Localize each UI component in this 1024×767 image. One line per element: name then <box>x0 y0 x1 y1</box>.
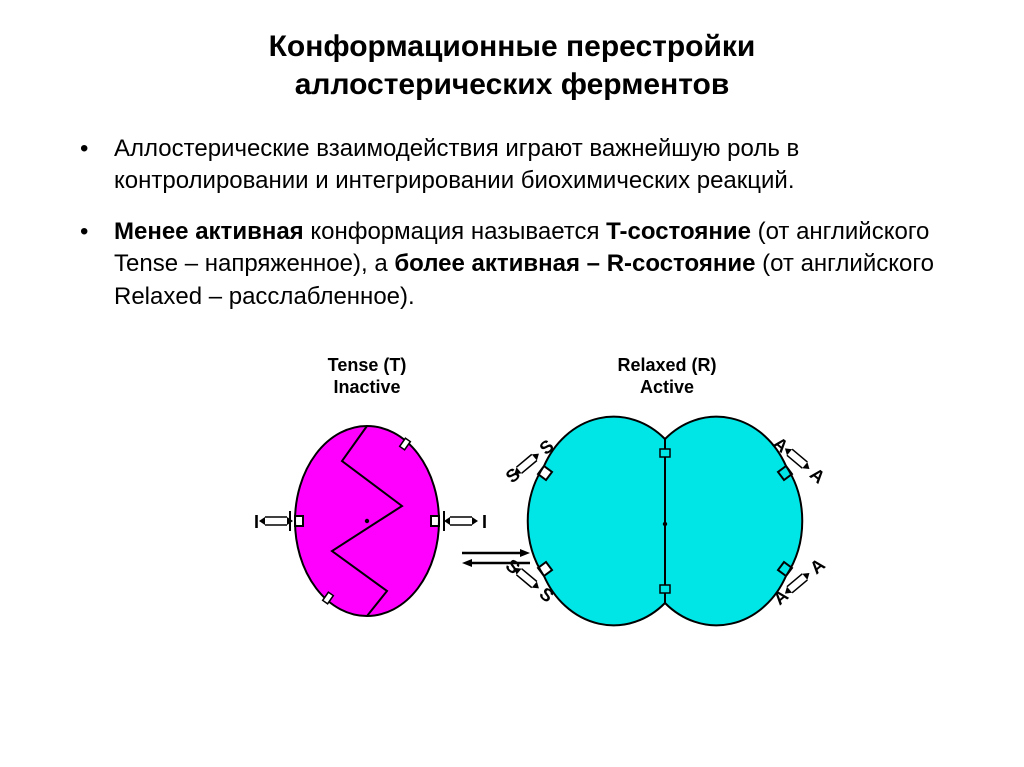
t-state <box>295 426 439 616</box>
bullet-item: Менее активная конформация называется T-… <box>80 216 964 313</box>
diagram: Tense (T) Inactive Relaxed (R) Active I … <box>192 331 832 646</box>
letter-i: I <box>254 512 259 532</box>
letter-a: A <box>806 464 829 488</box>
notch <box>660 449 670 457</box>
t-left-binding: I <box>254 511 293 532</box>
r-state <box>528 417 803 626</box>
bullet-list: Аллостерические взаимодействия играют ва… <box>60 133 964 313</box>
center-dot <box>365 519 369 523</box>
center-dot <box>663 522 667 526</box>
letter-i: I <box>482 512 487 532</box>
title-line-2: аллостерических ферментов <box>295 68 730 101</box>
t-label-2: Inactive <box>333 377 400 397</box>
t-label-1: Tense (T) <box>328 355 407 375</box>
title-line-1: Конформационные перестройки <box>269 30 756 63</box>
letter-s: S <box>502 464 524 487</box>
r-label-1: Relaxed (R) <box>617 355 716 375</box>
bullet-item: Аллостерические взаимодействия играют ва… <box>80 133 964 198</box>
notch <box>660 585 670 593</box>
r-label-2: Active <box>640 377 694 397</box>
letter-a: A <box>806 554 829 578</box>
slide-title: Конформационные перестройки аллостеричес… <box>60 28 964 103</box>
t-right-binding: I <box>444 511 487 532</box>
letter-s: S <box>502 555 524 578</box>
